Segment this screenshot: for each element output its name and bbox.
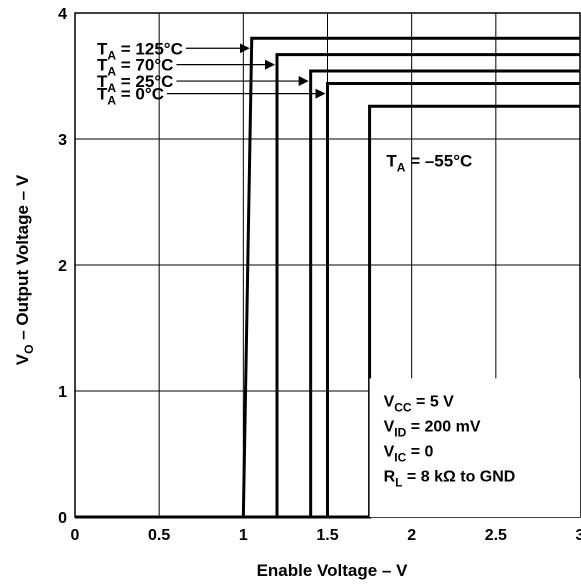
x-tick-label: 1.5 [316, 527, 338, 544]
series-label-3: TA = 0°C [97, 85, 164, 108]
x-tick-label: 2.5 [485, 527, 507, 544]
y-axis-label-sub: O [22, 345, 36, 354]
y-tick-label: 2 [58, 258, 67, 275]
y-axis-label-rest: – Output Voltage – V [13, 174, 32, 344]
series-label-4: TA = –55°C [386, 152, 472, 175]
y-tick-label: 4 [58, 6, 67, 23]
series-line-4 [75, 104, 580, 519]
condition-line-3: RL = 8 kΩ to GND [384, 468, 516, 489]
x-axis-label: Enable Voltage – V [257, 561, 409, 580]
x-tick-label: 0 [71, 527, 80, 544]
x-tick-label: 0.5 [148, 527, 170, 544]
x-tick-labels: 0 0.5 1 1.5 2 2.5 3 [71, 527, 581, 544]
curves [75, 36, 580, 519]
condition-line-2: VIC = 0 [384, 443, 434, 464]
condition-line-0: VCC = 5 V [384, 393, 455, 414]
conditions-box [369, 378, 580, 517]
test-conditions: VCC = 5 V VID = 200 mV VIC = 0 RL = 8 kΩ to… [369, 378, 580, 517]
series-labels: TA = 125°CTA = 70°CTA = 25°CTA = 0°C TA =… [97, 39, 472, 174]
series-label-2: TA = 25°C [97, 72, 173, 95]
x-tick-label: 1 [239, 527, 248, 544]
y-tick-label: 0 [58, 510, 67, 527]
y-tick-label: 1 [58, 384, 67, 401]
y-axis-label: VO – Output Voltage – V [13, 174, 36, 365]
x-tick-label: 2 [407, 527, 416, 544]
y-tick-label: 3 [58, 132, 67, 149]
condition-line-1: VID = 200 mV [384, 418, 481, 439]
series-label-1: TA = 70°C [97, 56, 173, 79]
y-axis-label-main: V [13, 353, 32, 365]
y-tick-labels: 0 1 2 3 4 [58, 6, 67, 527]
series-label-0: TA = 125°C [97, 39, 183, 62]
x-tick-label: 3 [576, 527, 581, 544]
